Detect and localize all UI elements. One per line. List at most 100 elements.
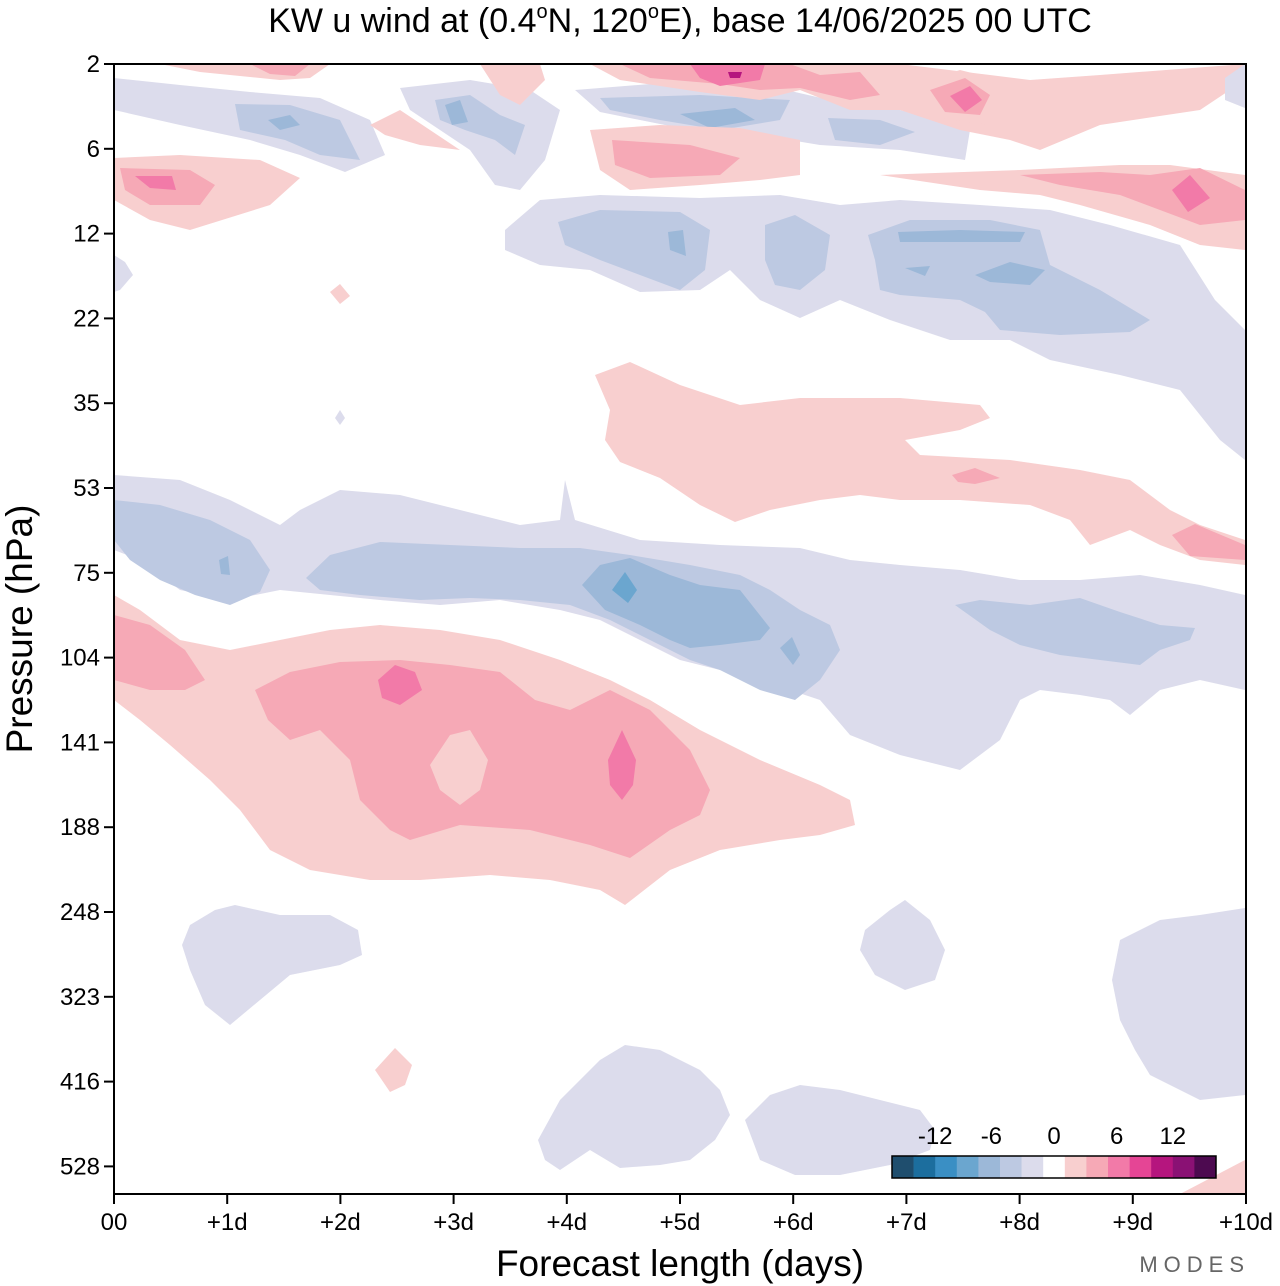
contour-pos9-top-right [690,64,765,86]
title-mid: N, 120 [548,2,648,40]
colorbar-swatch [1064,1156,1087,1178]
title-post: E), base 14/06/2025 00 UTC [659,2,1092,40]
contour-neg3-small-35hpa [335,410,345,425]
contour-pos3-top-mid [370,110,460,150]
y-tick-label: 323 [60,984,100,1011]
contour-neg6-75hpa-right [955,598,1195,665]
contour-neg9-top-mid [445,100,468,125]
contour-neg9-75hpa-left [219,556,230,575]
colorbar-swatch [1129,1156,1152,1178]
x-tick-label: +3d [433,1209,474,1236]
contour-neg9-104hpa-small [780,637,800,665]
contour-neg3-topright-edge [1225,64,1245,108]
y-tick-label: 22 [73,305,100,332]
title-degree-2: o [648,1,659,23]
x-tick-label: +10d [1219,1209,1273,1236]
contour-pos3-35hpa [595,362,1245,565]
contour-neg6-75hpa-left [114,500,270,605]
contour-pos9-141hpa [608,730,636,800]
x-tick-label: +7d [886,1209,927,1236]
colorbar-swatch [978,1156,1001,1178]
colorbar-swatch [1086,1156,1109,1178]
colorbar-swatch [1043,1156,1066,1178]
colorbar-label: 0 [1047,1123,1060,1150]
y-tick-label: 188 [60,814,100,841]
contour-pos6-53hpa-b [1172,524,1245,560]
y-tick-label: 2 [87,51,100,78]
colorbar-swatch [892,1156,914,1178]
brand-logo: MODES [1139,1252,1250,1277]
x-tick-label: +9d [1112,1209,1153,1236]
contour-pos9-8hpa-right [1172,175,1210,212]
contour-pos6-top-right [620,64,880,100]
y-tick-label: 141 [60,729,100,756]
colorbar-label: -12 [918,1123,953,1150]
colorbar-label: 12 [1159,1123,1186,1150]
colorbar-label: 6 [1110,1123,1123,1150]
contour-neg9-12hpa-c [898,230,1025,242]
colorbar-swatch [1108,1156,1130,1178]
contour-neg6-12hpa-a [558,210,710,290]
y-tick-label: 528 [60,1153,100,1180]
contour-pos3-416hpa [375,1048,412,1092]
contour-pos3-small-20hpa [330,284,350,304]
colorbar: -12 -6 0 6 12 [891,1123,1217,1179]
contour-neg9-12hpa-e [905,266,930,276]
y-tick-label: 35 [73,390,100,417]
colorbar-swatch [1000,1156,1022,1178]
x-tick-label: +5d [660,1209,701,1236]
x-axis: 00 +1d +2d +3d +4d +5d +6d +7d +8d +9d +10d [101,1194,1273,1236]
colorbar-swatch [913,1156,936,1178]
chart-title: KW u wind at (0.4oN, 120oE), base 14/06/… [268,1,1092,40]
contour-neg6-12hpa-b [765,215,830,290]
y-axis: 2 6 12 22 35 53 75 104 141 188 248 323 416 528 [60,51,114,1180]
contour-neg3-248hpa-left [182,905,362,1025]
contour-neg6-top-left [235,104,360,160]
x-tick-label: +4d [546,1209,587,1236]
x-tick-label: 00 [101,1209,128,1236]
contour-pos6-104hpa-left [114,615,205,690]
contour-neg3-528hpa-a [538,1045,730,1170]
contour-pos9-104hpa [378,665,422,705]
contour-neg9-top-left [268,115,300,130]
contour-neg3-323hpa-right [1112,908,1245,1100]
y-tick-label: 248 [60,899,100,926]
contour-pos6-53hpa-a [952,468,1000,484]
contour-neg12-75hpa-mid [612,572,637,603]
colorbar-swatch [1172,1156,1195,1178]
contour-neg3-left-edge [114,255,133,292]
title-degree-1: o [537,1,548,23]
colorbar-frame [891,1155,1217,1179]
contour-pos12-top-right [728,72,742,78]
x-tick-label: +6d [773,1209,814,1236]
contour-neg9-12hpa-a [668,230,686,256]
contour-pos3-top-mid2 [480,64,545,105]
contour-neg6-75hpa-mid [306,542,840,700]
contour-pos3-141hpa-hole [430,730,488,805]
contour-neg9-12hpa-d [975,262,1045,285]
contour-pos9-top-right2 [950,86,982,112]
contour-pos9-6hpa-left [135,176,176,190]
contour-neg3-528hpa-b [745,1085,935,1175]
y-tick-label: 104 [60,645,100,672]
colorbar-swatch [1194,1156,1217,1178]
contour-neg3-248hpa-mid [860,900,945,990]
y-tick-label: 6 [87,136,100,163]
x-tick-label: +1d [207,1209,248,1236]
contour-fills [114,64,1245,1194]
x-tick-label: +8d [999,1209,1040,1236]
y-tick-label: 75 [73,560,100,587]
x-tick-label: +2d [320,1209,361,1236]
colorbar-swatch [935,1156,958,1178]
contour-pos6-top-left [250,64,310,76]
y-tick-label: 12 [73,221,100,248]
x-axis-label: Forecast length (days) [496,1243,864,1284]
y-axis-label: Pressure (hPa) [0,505,40,754]
contour-neg6-top-right2 [828,118,915,145]
contour-pos6-8hpa-mid [612,140,740,178]
y-tick-label: 53 [73,475,100,502]
y-tick-label: 416 [60,1069,100,1096]
colorbar-swatch [956,1156,979,1178]
colorbar-label: -6 [981,1123,1002,1150]
